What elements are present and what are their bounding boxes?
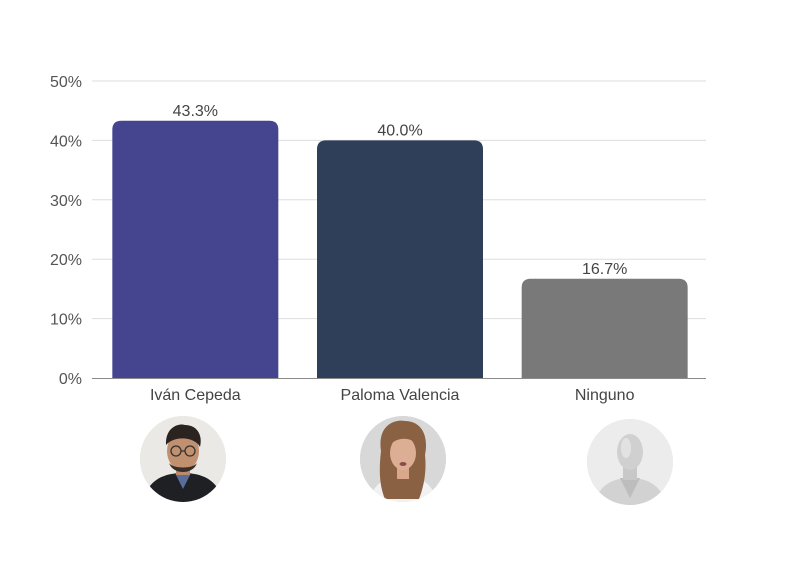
category-labels: Iván Cepeda Paloma Valencia Ninguno xyxy=(150,387,635,404)
bar-1 xyxy=(317,140,483,378)
category-label: Paloma Valencia xyxy=(341,387,460,404)
avatar-paloma-valencia xyxy=(360,416,446,502)
y-tick-label: 0% xyxy=(59,371,82,388)
value-label: 40.0% xyxy=(377,122,422,139)
value-label: 43.3% xyxy=(173,103,218,120)
y-tick-label: 10% xyxy=(50,312,82,329)
avatar-ivan-cepeda xyxy=(140,416,226,502)
y-tick-label: 20% xyxy=(50,252,82,269)
value-label: 16.7% xyxy=(582,261,627,278)
avatar-ninguno xyxy=(587,419,673,505)
value-labels: 43.3% 40.0% 16.7% xyxy=(173,103,628,278)
y-axis-ticks: 0% 10% 20% 30% 40% 50% xyxy=(50,74,82,388)
bar-0 xyxy=(112,120,279,378)
category-label: Ninguno xyxy=(575,387,635,404)
bar-2 xyxy=(521,278,688,378)
bars xyxy=(112,120,688,378)
category-label: Iván Cepeda xyxy=(150,387,241,404)
y-tick-label: 30% xyxy=(50,193,82,210)
y-tick-label: 40% xyxy=(50,133,82,150)
y-tick-label: 50% xyxy=(50,74,82,91)
